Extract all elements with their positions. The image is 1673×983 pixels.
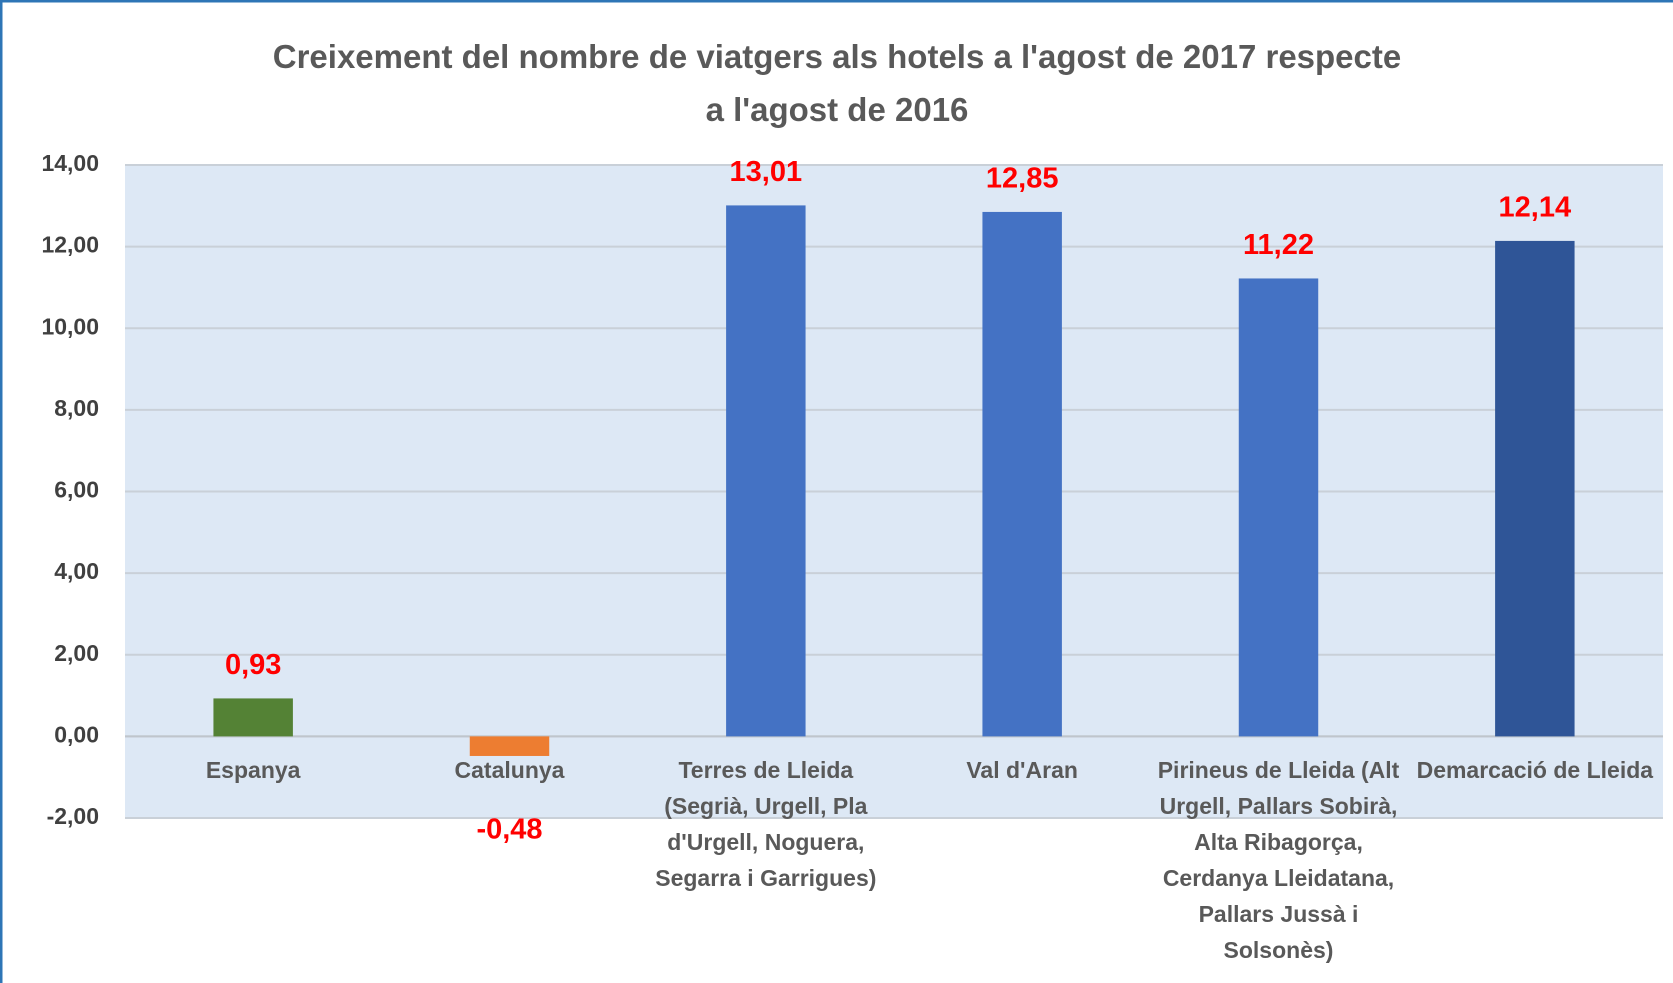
x-tick-label: Demarcació de Lleida bbox=[1416, 757, 1654, 784]
bar bbox=[1495, 240, 1575, 737]
x-tick-label: Pirineus de Lleida (Alt Urgell, Pallars … bbox=[1157, 757, 1400, 964]
data-label: 12,14 bbox=[1499, 192, 1572, 224]
y-tick-label: 0,00 bbox=[54, 721, 99, 747]
y-tick-label: 8,00 bbox=[54, 395, 99, 421]
bar bbox=[726, 205, 806, 737]
data-label: 0,93 bbox=[225, 649, 281, 681]
data-label: 12,85 bbox=[986, 163, 1059, 195]
data-label: -0,48 bbox=[476, 814, 542, 846]
y-tick-label: 6,00 bbox=[54, 477, 99, 503]
y-tick-label: 4,00 bbox=[54, 558, 99, 584]
x-tick-label: Catalunya bbox=[454, 757, 565, 784]
y-tick-label: 2,00 bbox=[54, 640, 99, 666]
x-tick-label: Espanya bbox=[205, 757, 301, 784]
y-tick-label: 10,00 bbox=[41, 313, 99, 339]
x-tick-label: Terres de Lleida (Segrià, Urgell, Pla d'… bbox=[655, 757, 877, 892]
bar bbox=[469, 736, 550, 756]
chart-title: Creixement del nombre de viatgers als ho… bbox=[272, 38, 1402, 128]
bar bbox=[982, 211, 1062, 737]
y-tick-label: 14,00 bbox=[41, 150, 99, 176]
y-tick-label: -2,00 bbox=[47, 803, 99, 829]
data-label: 13,01 bbox=[730, 156, 803, 188]
data-label: 11,22 bbox=[1243, 229, 1314, 261]
x-tick-label: Val d'Aran bbox=[966, 757, 1078, 784]
y-tick-label: 12,00 bbox=[41, 232, 99, 258]
bar bbox=[213, 698, 293, 737]
bar bbox=[1238, 278, 1319, 737]
